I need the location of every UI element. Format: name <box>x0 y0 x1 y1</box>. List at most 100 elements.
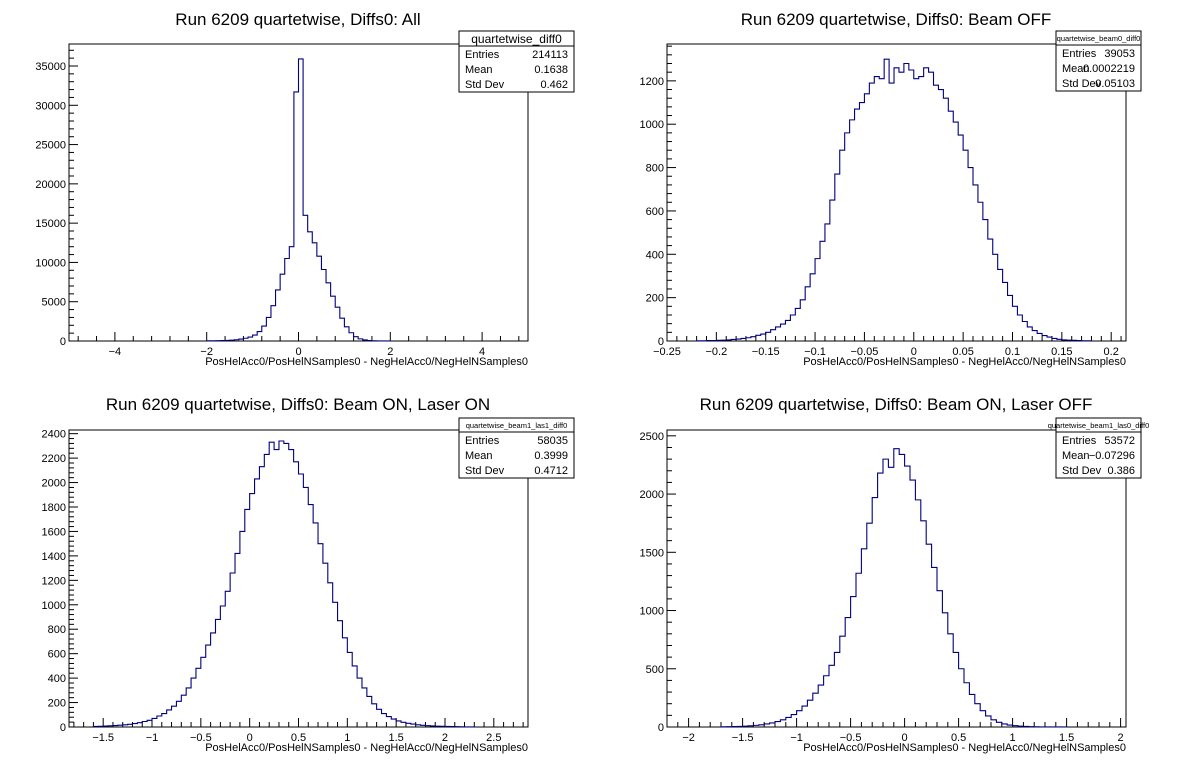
x-tick-label: 0.1 <box>1005 346 1020 358</box>
x-tick-label: 0 <box>902 732 908 744</box>
stats-value: 0.0002219 <box>1083 63 1135 75</box>
stats-value: 0.3999 <box>534 450 568 462</box>
x-tick-label: −1 <box>146 732 159 744</box>
y-tick-label: 35000 <box>35 61 66 73</box>
stats-value: 53572 <box>1104 435 1135 447</box>
x-tick-label: −0.25 <box>653 346 681 358</box>
y-tick-label: 1800 <box>42 502 66 514</box>
x-tick-label: 0.5 <box>291 732 306 744</box>
x-tick-label: 0.5 <box>951 732 966 744</box>
y-tick-label: 10000 <box>35 257 66 269</box>
y-tick-label: 800 <box>48 624 66 636</box>
y-tick-label: 800 <box>646 163 664 175</box>
stats-histogram-name: quartetwise_beam0_diff0 <box>1057 34 1141 43</box>
stats-value: −0.07296 <box>1089 450 1135 462</box>
x-tick-label: 1 <box>1010 732 1016 744</box>
y-tick-label: 200 <box>48 698 66 710</box>
x-tick-label: −2 <box>682 732 695 744</box>
stats-key: Std Dev <box>465 465 505 477</box>
stats-box <box>1055 417 1142 479</box>
x-axis-label: PosHelAcc0/PosHelNSamples0 - NegHelAcc0/… <box>803 356 1126 368</box>
y-tick-label: 400 <box>48 673 66 685</box>
x-tick-label: 2 <box>387 346 393 358</box>
x-tick-label: 0 <box>295 346 301 358</box>
x-tick-label: −0.05 <box>850 346 878 358</box>
y-tick-label: 600 <box>48 649 66 661</box>
y-tick-label: 1200 <box>640 76 664 88</box>
stats-key: Entries <box>1062 48 1097 60</box>
y-tick-label: 0 <box>60 336 66 348</box>
x-tick-label: 0.2 <box>1104 346 1119 358</box>
stats-box <box>458 30 575 93</box>
stats-key: Std Dev <box>1062 78 1102 90</box>
stats-value: 214113 <box>532 49 568 61</box>
y-tick-label: 1000 <box>640 606 664 618</box>
y-tick-label: 0 <box>60 722 66 734</box>
histogram-line <box>206 58 391 342</box>
histogram-panel-3: Run 6209 quartetwise, Diffs0: Beam ON, L… <box>42 395 575 754</box>
stats-box <box>458 417 575 479</box>
x-tick-label: 2 <box>442 732 448 744</box>
histogram-line <box>696 58 1092 342</box>
stats-key: Mean <box>465 450 493 462</box>
x-tick-label: −0.1 <box>804 346 826 358</box>
stats-key: Std Dev <box>465 79 505 91</box>
y-tick-label: 0 <box>658 722 664 734</box>
y-tick-label: 30000 <box>35 100 66 112</box>
y-tick-label: 500 <box>646 664 664 676</box>
x-tick-label: −0.2 <box>705 346 727 358</box>
stats-key: Mean <box>465 64 493 76</box>
chart-title: Run 6209 quartetwise, Diffs0: All <box>175 10 420 29</box>
x-tick-label: −0.15 <box>752 346 780 358</box>
x-tick-label: −0.5 <box>840 732 862 744</box>
stats-histogram-name: quartetwise_beam1_las0_diff0 <box>1048 421 1150 430</box>
stats-value: 0.462 <box>540 79 568 91</box>
y-tick-label: 200 <box>646 293 664 305</box>
y-tick-label: 2500 <box>640 431 664 443</box>
stats-value: 0.386 <box>1107 465 1135 477</box>
stats-histogram-name: quartetwise_diff0 <box>471 32 562 46</box>
y-tick-label: 2200 <box>42 453 66 465</box>
y-tick-label: 25000 <box>35 140 66 152</box>
x-tick-label: 4 <box>479 346 485 358</box>
y-tick-label: 1000 <box>42 600 66 612</box>
stats-histogram-name: quartetwise_beam1_las1_diff0 <box>466 421 568 430</box>
x-tick-label: −1.5 <box>732 732 754 744</box>
stats-key: Mean <box>1062 450 1090 462</box>
histogram-panel-2: Run 6209 quartetwise, Diffs0: Beam OFF −0… <box>640 10 1142 368</box>
x-tick-label: 1.5 <box>389 732 404 744</box>
y-tick-label: 1400 <box>42 551 66 563</box>
y-tick-label: 400 <box>646 249 664 261</box>
stats-value: 0.4712 <box>534 465 568 477</box>
y-tick-label: 15000 <box>35 218 66 230</box>
stats-value: 0.1638 <box>534 64 568 76</box>
histogram-panel-4: Run 6209 quartetwise, Diffs0: Beam ON, L… <box>640 395 1150 754</box>
stats-box <box>1055 30 1142 92</box>
x-tick-label: −4 <box>109 346 122 358</box>
histogram-panel-1: Run 6209 quartetwise, Diffs0: All −4 −2 0 2 4… <box>35 10 575 368</box>
stats-key: Std Dev <box>1062 465 1102 477</box>
y-tick-label: 1600 <box>42 526 66 538</box>
x-axis-label: PosHelAcc0/PosHelNSamples0 - NegHelAcc0/… <box>205 742 528 754</box>
x-tick-label: 1 <box>344 732 350 744</box>
y-tick-label: 5000 <box>42 297 66 309</box>
y-tick-label: 20000 <box>35 179 66 191</box>
y-tick-label: 2000 <box>42 478 66 490</box>
x-tick-label: −0.5 <box>190 732 212 744</box>
x-tick-label: 0 <box>247 732 253 744</box>
y-tick-label: 600 <box>646 206 664 218</box>
y-tick-label: 2400 <box>42 429 66 441</box>
x-axis-label: PosHelAcc0/PosHelNSamples0 - NegHelAcc0/… <box>205 356 528 368</box>
x-axis-label: PosHelAcc0/PosHelNSamples0 - NegHelAcc0/… <box>803 742 1126 754</box>
y-tick-label: 1500 <box>640 547 664 559</box>
stats-value: 58035 <box>537 435 568 447</box>
plot-frame <box>666 429 1127 728</box>
stats-value: 39053 <box>1104 48 1135 60</box>
histogram-line <box>720 448 1068 728</box>
x-tick-label: 0.15 <box>1051 346 1072 358</box>
y-tick-label: 0 <box>658 336 664 348</box>
x-tick-label: −1.5 <box>92 732 114 744</box>
stats-key: Entries <box>465 435 500 447</box>
chart-title: Run 6209 quartetwise, Diffs0: Beam OFF <box>741 10 1052 29</box>
